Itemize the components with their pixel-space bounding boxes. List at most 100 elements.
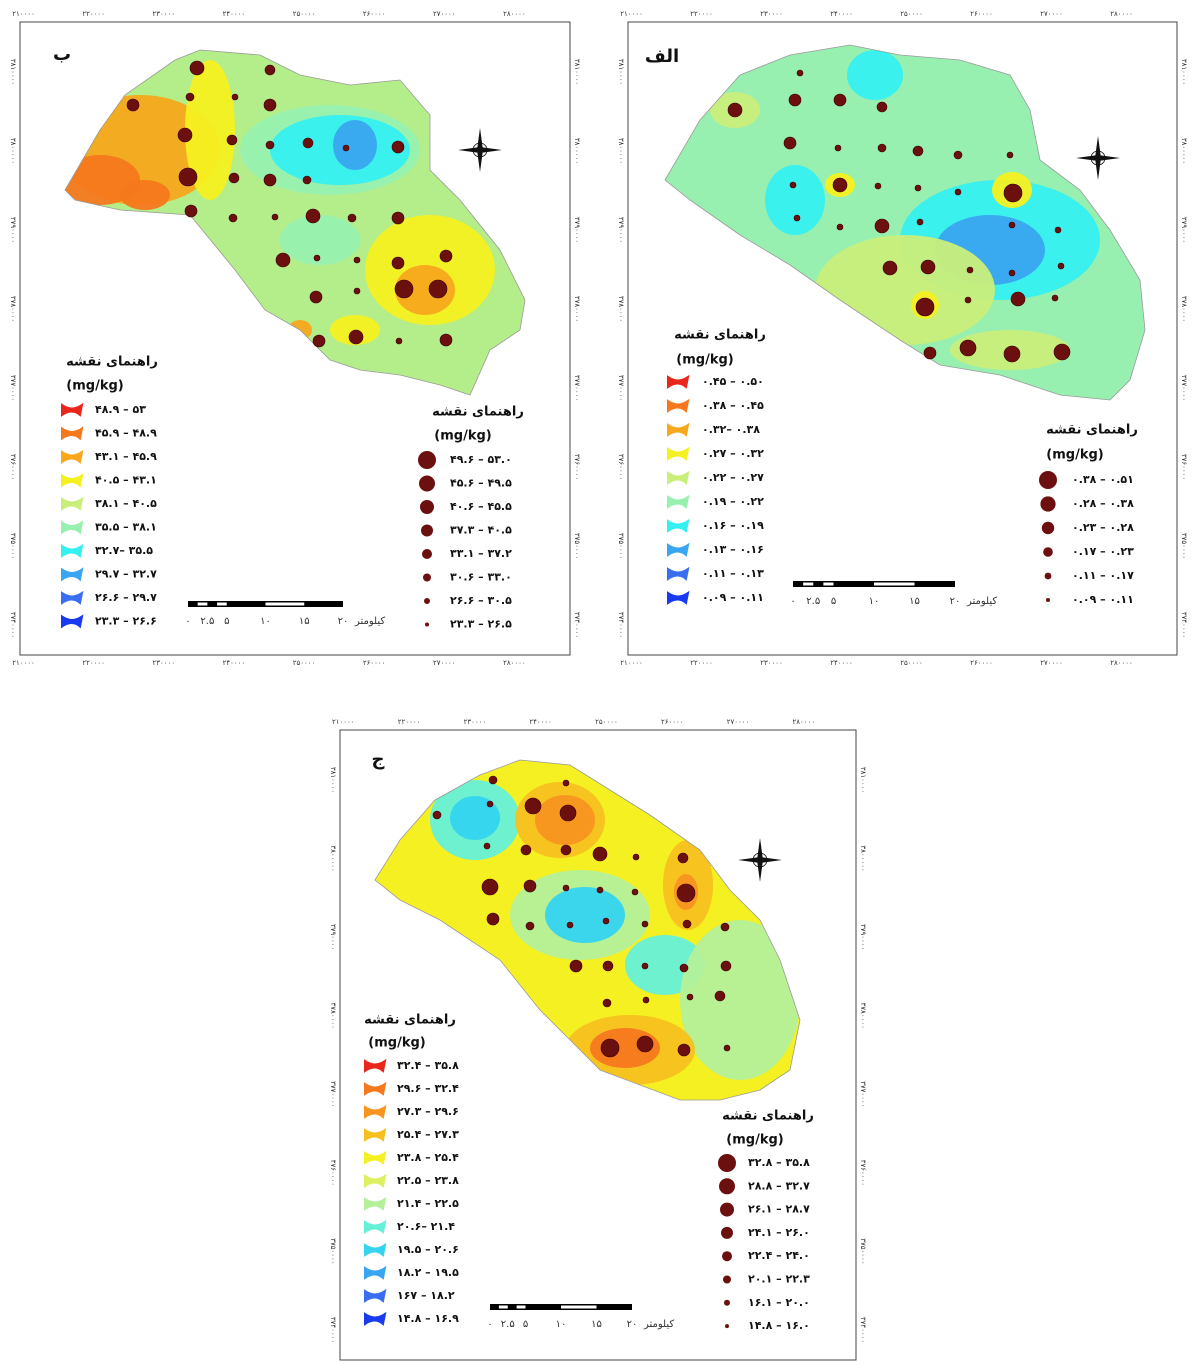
x-coordinate-label: ۲۱۰۰۰۰	[332, 718, 355, 726]
legend-label: ۱۸.۲ – ۱۹.۵	[397, 1266, 459, 1279]
y-coordinate-label: ۳۸۰۰۰۰۰	[9, 138, 17, 164]
x-coordinate-label: ۲۱۰۰۰۰	[620, 659, 643, 667]
scale-bar-segment	[217, 603, 227, 606]
y-coordinate-label: ۳۷۶۰۰۰۰	[329, 1160, 337, 1186]
sample-point	[789, 94, 801, 106]
legend-label: ۲۰.۶– ۲۱.۴	[397, 1220, 455, 1233]
sample-point	[921, 260, 935, 274]
legend-title: راهنمای نقشه	[674, 328, 766, 343]
legend-point	[1040, 496, 1055, 511]
sample-point	[396, 338, 402, 344]
x-coordinate-label: ۲۶۰۰۰۰	[970, 659, 993, 667]
sample-point	[835, 145, 841, 151]
sample-point	[127, 99, 139, 111]
legend-point	[724, 1300, 730, 1306]
x-coordinate-label: ۲۴۰۰۰۰	[830, 10, 853, 18]
legend-label: ۰.۳۸ – ۰.۵۱	[1072, 473, 1134, 486]
sample-point	[521, 845, 531, 855]
scale-label: ۱۰	[260, 616, 271, 627]
sample-point	[1004, 346, 1020, 362]
legend-point	[723, 1276, 731, 1284]
sample-point	[1009, 222, 1015, 228]
sample-point	[642, 921, 648, 927]
panel-label: ج	[372, 749, 385, 770]
sample-point	[603, 961, 613, 971]
y-coordinate-label: ۳۷۹۰۰۰۰	[617, 217, 625, 243]
y-coordinate-label: ۳۷۶۰۰۰۰	[617, 454, 625, 480]
sample-point	[1004, 184, 1022, 202]
y-coordinate-label: ۳۸۱۰۰۰۰	[617, 59, 625, 85]
x-coordinate-label: ۲۷۰۰۰۰	[433, 10, 456, 18]
legend-label: ۲۹.۷ – ۳۲.۷	[95, 568, 157, 581]
y-coordinate-label: ۳۷۸۰۰۰۰	[573, 296, 581, 322]
sample-point	[597, 887, 603, 893]
sample-point	[563, 780, 569, 786]
sample-point	[560, 805, 576, 821]
legend-label: ۴۵.۹ – ۴۸.۹	[95, 427, 157, 440]
y-coordinate-label: ۳۷۵۰۰۰۰	[9, 533, 17, 559]
sample-point	[484, 843, 490, 849]
legend-label: ۲۹.۶ – ۳۲.۴	[397, 1082, 459, 1095]
scale-label: ۰	[790, 596, 795, 607]
y-coordinate-label: ۳۸۱۰۰۰۰	[573, 59, 581, 85]
legend-point	[420, 500, 434, 514]
sample-point	[561, 845, 571, 855]
sample-point	[603, 918, 609, 924]
sample-point	[1058, 263, 1064, 269]
legend-title: راهنمای نقشه	[66, 355, 158, 370]
sample-point	[601, 1039, 619, 1057]
sample-point	[960, 340, 976, 356]
legend-label: ۰.۱۷ – ۰.۲۳	[1072, 545, 1134, 558]
x-coordinate-label: ۲۳۰۰۰۰	[760, 10, 783, 18]
sample-point	[883, 261, 897, 275]
x-coordinate-label: ۲۷۰۰۰۰	[1040, 659, 1063, 667]
legend-point	[424, 598, 430, 604]
map-zone	[545, 887, 625, 943]
scale-bar-segment	[517, 1306, 526, 1309]
sample-point	[643, 997, 649, 1003]
y-coordinate-label: ۳۷۷۰۰۰۰	[329, 1081, 337, 1107]
sample-point	[186, 93, 194, 101]
sample-point	[179, 168, 197, 186]
sample-point	[878, 144, 886, 152]
y-coordinate-label: ۳۷۹۰۰۰۰	[329, 924, 337, 950]
x-coordinate-label: ۲۳۰۰۰۰	[152, 10, 175, 18]
scale-unit: کیلومتر	[966, 596, 997, 607]
legend-label: ۲۳.۳ – ۲۶.۶	[95, 615, 157, 628]
y-coordinate-label: ۳۸۱۰۰۰۰	[859, 767, 867, 793]
legend-label: ۰.۱۶ – ۰.۱۹	[702, 519, 764, 532]
legend-label: ۰.۲۳ – ۰.۲۸	[1072, 521, 1134, 534]
y-coordinate-label: ۳۷۴۰۰۰۰	[1180, 612, 1188, 638]
scale-label: ۲.۵	[806, 596, 820, 607]
legend-label: ۴۸.۹ – ۵۳	[95, 403, 146, 416]
sample-point	[632, 889, 638, 895]
y-coordinate-label: ۳۷۵۰۰۰۰	[329, 1238, 337, 1264]
x-coordinate-label: ۲۴۰۰۰۰	[223, 10, 246, 18]
sample-point	[310, 291, 322, 303]
legend-label: ۲۱.۴ – ۲۲.۵	[397, 1197, 459, 1210]
legend-unit: (mg/kg)	[676, 353, 733, 368]
scale-label: ۲.۵	[501, 1319, 515, 1330]
legend-point	[718, 1154, 736, 1172]
scale-label: ۱۵	[591, 1319, 602, 1330]
sample-point	[525, 798, 541, 814]
sample-point	[875, 219, 889, 233]
sample-point	[178, 128, 192, 142]
sample-point	[915, 185, 921, 191]
x-coordinate-label: ۲۸۰۰۰۰	[1110, 659, 1133, 667]
legend-title: راهنمای نقشه	[722, 1109, 814, 1124]
x-coordinate-label: ۲۵۰۰۰۰	[900, 659, 923, 667]
x-coordinate-label: ۲۶۰۰۰۰	[661, 718, 684, 726]
legend-label: ۰.۱۳ – ۰.۱۶	[702, 543, 764, 556]
legend-unit: (mg/kg)	[726, 1133, 783, 1148]
legend-label: ۳۲.۸ – ۳۵.۸	[748, 1156, 810, 1169]
y-coordinate-label: ۳۷۹۰۰۰۰	[859, 924, 867, 950]
scale-bar-segment	[266, 603, 305, 606]
map-zone	[765, 165, 825, 235]
sample-point	[349, 330, 363, 344]
legend-label: ۲۶.۱ – ۲۸.۷	[748, 1203, 810, 1216]
sample-point	[276, 253, 290, 267]
y-coordinate-label: ۳۷۶۰۰۰۰	[9, 454, 17, 480]
x-coordinate-label: ۲۲۰۰۰۰	[82, 10, 105, 18]
scale-bar-segment	[561, 1306, 597, 1309]
